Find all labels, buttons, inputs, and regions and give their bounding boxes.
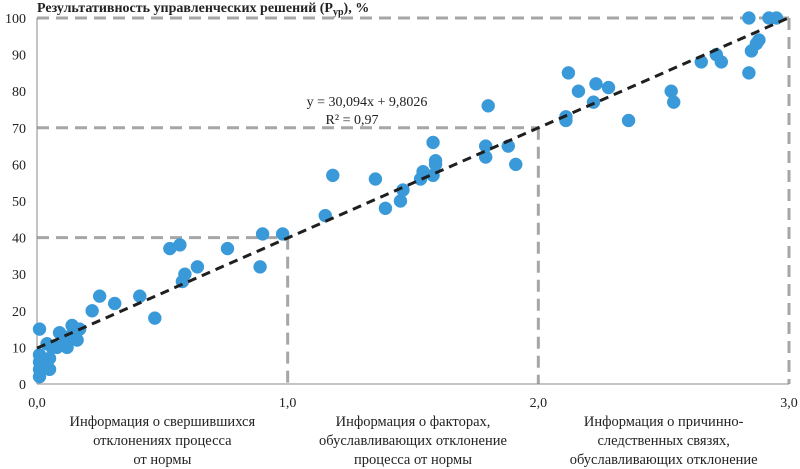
data-point (326, 168, 340, 183)
data-point (32, 322, 47, 336)
data-point (133, 289, 147, 303)
y-tick-label: 10 (12, 341, 26, 356)
y-tick-label: 0 (19, 378, 26, 393)
x-tick-label: 1,0 (279, 396, 297, 411)
x-tick-label: 0,0 (28, 396, 46, 411)
data-point (666, 95, 681, 109)
category-label-line: Информация о свершившихся (70, 414, 256, 430)
data-point (742, 66, 756, 80)
data-point (426, 135, 440, 150)
data-point (378, 201, 393, 216)
data-point (178, 267, 192, 281)
x-tick-labels: 0,0 1,0 2,0 3,0 (28, 396, 798, 411)
axes (36, 18, 789, 385)
y-tick-label: 80 (12, 85, 26, 100)
guide-lines (37, 16, 791, 384)
data-point (589, 77, 603, 91)
data-point (107, 296, 122, 311)
category-label-line: от нормы (133, 452, 191, 468)
y-tick-label: 50 (12, 195, 26, 210)
data-point (742, 11, 756, 25)
y-tick-label: 30 (12, 268, 26, 283)
category-label-line: Информация о факторах, (336, 414, 491, 430)
data-point (42, 362, 57, 377)
chart-title-main: Результативность управленческих решений … (37, 1, 333, 16)
chart-title-tail: ), % (344, 1, 370, 16)
x-tick-label: 3,0 (780, 396, 798, 411)
data-point (368, 172, 383, 186)
category-labels: Информация о свершившихся отклонениях про… (70, 414, 758, 468)
data-point (714, 55, 729, 69)
data-point (481, 99, 495, 113)
data-point (220, 241, 235, 256)
data-point (752, 33, 766, 47)
chart-title: Результативность управленческих решений … (37, 1, 369, 18)
category-label-line: следственных связях, (597, 433, 729, 449)
y-tick-label: 70 (12, 122, 26, 137)
data-point (92, 289, 107, 303)
y-tick-label: 40 (12, 232, 26, 247)
y-tick-label: 100 (5, 12, 26, 27)
y-tick-labels: 0 10 20 30 40 50 60 70 80 90 100 (5, 12, 26, 393)
chart-title-subscript: ур (333, 7, 344, 18)
category-label-line: процесса от нормы (354, 452, 472, 468)
y-tick-label: 90 (12, 49, 26, 64)
data-point (509, 157, 523, 172)
data-point (148, 311, 162, 325)
data-point (85, 304, 99, 318)
data-point (561, 66, 576, 80)
data-points (32, 11, 784, 384)
y-tick-label: 20 (12, 305, 26, 320)
data-point (571, 84, 586, 98)
data-point (621, 113, 636, 128)
data-point (255, 227, 270, 241)
data-point (173, 238, 187, 252)
data-point (253, 260, 267, 274)
data-point (190, 260, 205, 274)
category-label-line: Информация о причинно- (584, 414, 744, 430)
category-label-line: обуславливающих отклонение (319, 433, 507, 449)
data-point (601, 80, 616, 95)
category-label-line: обуславливающих отклонение (570, 452, 758, 468)
y-tick-label: 60 (12, 158, 26, 173)
trend-line (36, 16, 790, 350)
trend-equation: y = 30,094x + 9,8026 (307, 95, 428, 110)
data-point (428, 157, 443, 172)
r-squared: R² = 0,97 (326, 113, 379, 128)
category-label-line: отклонениях процесса (93, 433, 232, 449)
x-tick-label: 2,0 (530, 396, 548, 411)
